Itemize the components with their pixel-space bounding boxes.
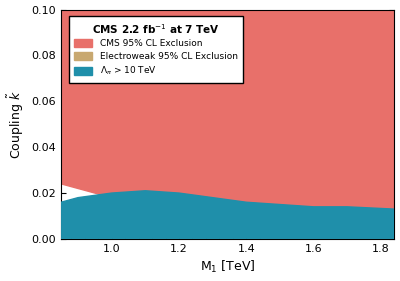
Y-axis label: Coupling $\tilde{k}$: Coupling $\tilde{k}$: [6, 90, 26, 158]
Polygon shape: [61, 129, 394, 209]
Polygon shape: [61, 10, 394, 239]
Polygon shape: [61, 191, 394, 239]
Legend: CMS 95% CL Exclusion, Electroweak 95% CL Exclusion, $\Lambda_\pi$ > 10 TeV: CMS 95% CL Exclusion, Electroweak 95% CL…: [69, 16, 243, 83]
X-axis label: M$_1$ [TeV]: M$_1$ [TeV]: [200, 259, 256, 275]
